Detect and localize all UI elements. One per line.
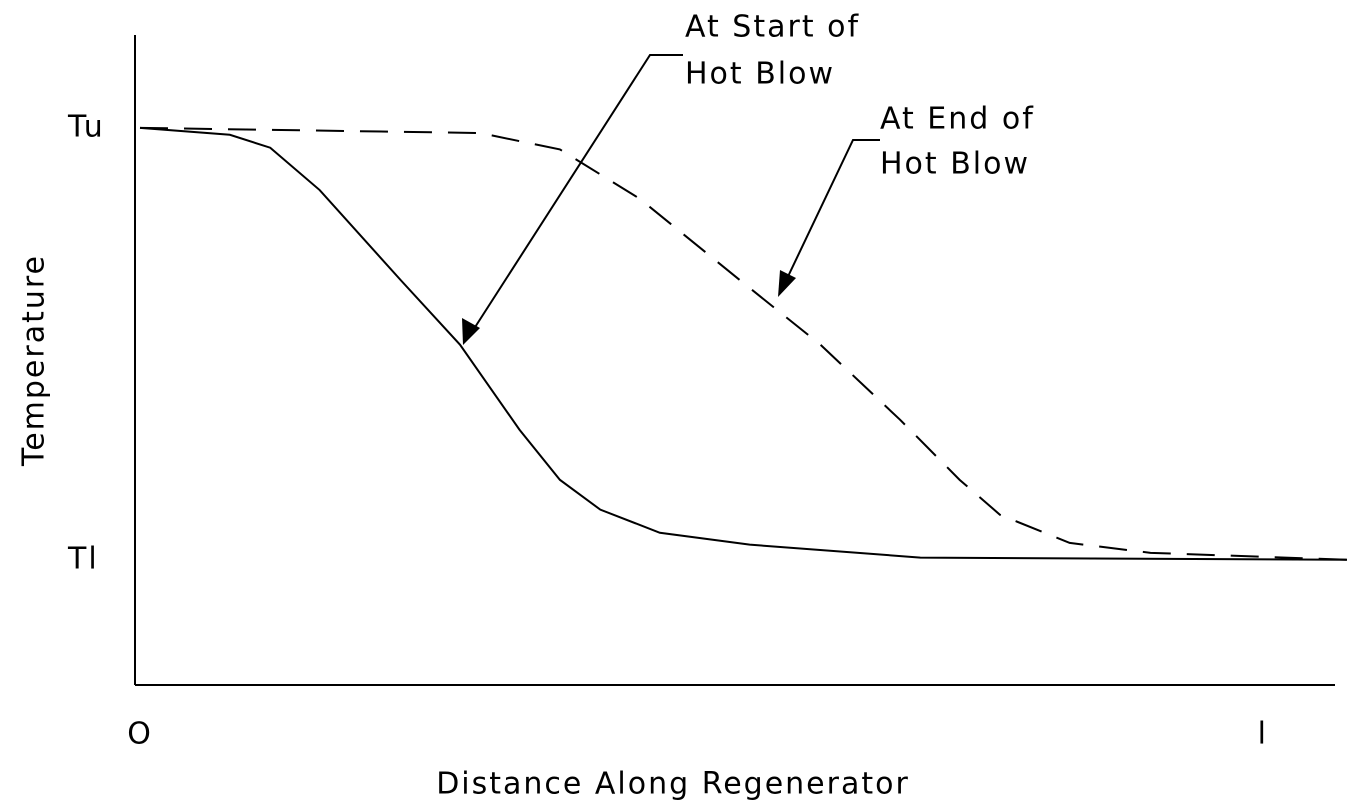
curve [139, 126, 1347, 561]
y-tick-label: Tu [67, 109, 105, 144]
annotation: At Start of [685, 10, 860, 45]
y-tick-label: Tl [67, 541, 99, 576]
annotation-arrow [469, 54, 683, 336]
arrowhead [462, 318, 480, 345]
curve [139, 126, 1347, 561]
x-tick-label: l [1258, 717, 1268, 752]
x-axis-label: Distance Along Regenerator [436, 767, 910, 802]
annotation: Hot Blow [685, 57, 835, 92]
arrowhead [778, 270, 796, 297]
y-axis-label: Temperature [17, 254, 52, 467]
annotation: Hot Blow [880, 147, 1030, 182]
annotation-arrow [782, 139, 880, 288]
annotation: At End of [880, 102, 1035, 137]
x-tick-label: O [127, 717, 153, 752]
